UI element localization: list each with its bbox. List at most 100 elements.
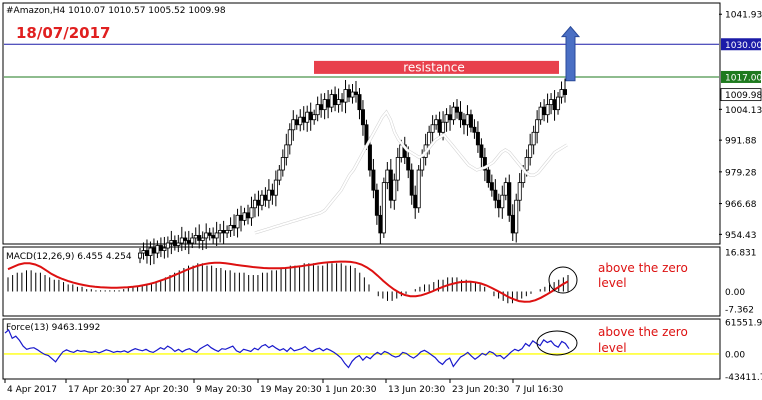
macd-note-line2: level <box>598 276 627 290</box>
candle-body-13 <box>183 237 188 241</box>
candle-body-28 <box>235 214 240 229</box>
candle-body-89 <box>448 114 453 121</box>
candle-body-51 <box>315 104 320 116</box>
candle-body-38 <box>270 189 275 196</box>
candle-body-14 <box>186 240 191 244</box>
candle-body-59 <box>343 89 348 103</box>
candle-body-100 <box>486 169 491 184</box>
candle-body-30 <box>242 212 247 221</box>
candle-body-109 <box>517 182 522 201</box>
candle-body-88 <box>444 114 449 123</box>
candle-body-105 <box>503 182 508 196</box>
candle-body-42 <box>284 144 289 158</box>
force-note-line1: above the zero <box>598 325 688 339</box>
moving-average-line <box>254 110 568 234</box>
candle-body-55 <box>329 94 334 108</box>
candle-body-62 <box>353 91 358 95</box>
candle-body-97 <box>475 131 480 146</box>
candle-body-17 <box>197 235 202 241</box>
candle-body-47 <box>301 116 306 123</box>
candle-body-23 <box>218 230 223 234</box>
candle-body-94 <box>465 114 470 126</box>
candle-body-29 <box>239 214 244 221</box>
candle-body-93 <box>461 119 466 126</box>
candle-body-119 <box>552 99 557 111</box>
candle-body-48 <box>305 111 310 123</box>
candle-body-41 <box>280 157 285 171</box>
candle-body-118 <box>549 99 554 106</box>
candle-body-111 <box>524 157 529 171</box>
candle-body-103 <box>496 199 501 209</box>
candle-body-64 <box>360 109 365 126</box>
candle-body-73 <box>392 179 397 201</box>
current-price-bg <box>720 88 762 102</box>
candle-body-80 <box>416 169 421 209</box>
resistance-box <box>314 60 559 74</box>
candle-body-1 <box>141 250 146 254</box>
candle-body-21 <box>211 235 216 239</box>
candle-body-75 <box>399 144 404 158</box>
candle-body-106 <box>507 182 512 216</box>
candle-body-91 <box>455 106 460 113</box>
candle-body-26 <box>228 224 233 231</box>
macd-note-line1: above the zero <box>598 261 688 275</box>
force-layer <box>4 328 719 369</box>
x-tick-label-3: 9 May 20:30 <box>196 385 252 395</box>
macd-label: MACD(12,26,9) 6.455 4.254 <box>6 252 132 262</box>
candle-body-81 <box>420 157 425 171</box>
candle-body-15 <box>190 237 195 244</box>
axis-layer: 1030.00 1017.00 1041.93 1004.13 991.88 979.28… <box>4 11 762 395</box>
candle-body-58 <box>340 99 345 103</box>
current-price-label: 1009.98 <box>725 91 762 101</box>
candle-body-86 <box>437 119 442 133</box>
candle-body-40 <box>277 169 282 181</box>
macd-highlight-circle <box>548 266 578 294</box>
candle-body-92 <box>458 111 463 121</box>
candle-body-95 <box>468 114 473 128</box>
candle-body-54 <box>326 99 331 108</box>
candle-body-52 <box>319 104 324 111</box>
candle-body-77 <box>406 157 411 171</box>
candle-body-56 <box>333 94 338 106</box>
candle-body-85 <box>434 119 439 126</box>
candle-body-84 <box>430 124 435 133</box>
candle-body-18 <box>200 237 205 241</box>
x-tick-label-2: 27 Apr 20:30 <box>130 385 189 395</box>
candle-body-66 <box>367 144 372 171</box>
macd-tick-label-0: 16.831 <box>725 248 757 258</box>
level-label-1: 1017.00 <box>725 73 762 83</box>
candle-body-121 <box>559 89 564 98</box>
candle-body-2 <box>144 250 149 256</box>
candle-body-74 <box>395 157 400 181</box>
candle-body-87 <box>441 121 446 133</box>
candle-body-8 <box>165 242 170 249</box>
price-tick-label-2: 991.88 <box>725 137 757 147</box>
price-tick-label-1: 1004.13 <box>725 106 762 116</box>
candle-body-9 <box>169 240 174 244</box>
level-label-bg-0 <box>721 38 761 51</box>
candle-body-3 <box>148 247 153 256</box>
candle-body-69 <box>378 214 383 234</box>
candle-body-39 <box>273 179 278 196</box>
macd-layer <box>7 260 578 304</box>
candle-body-60 <box>347 89 352 98</box>
force-tick-label-2: -43411.71 <box>725 373 762 383</box>
x-tick-label-1: 17 Apr 20:30 <box>68 385 127 395</box>
candle-body-43 <box>287 129 292 146</box>
candle-body-4 <box>151 247 156 254</box>
x-tick-label-5: 1 Jun 20:30 <box>325 385 377 395</box>
candle-body-104 <box>500 194 505 209</box>
candle-body-98 <box>479 144 484 158</box>
candle-body-37 <box>266 189 271 201</box>
candle-body-33 <box>252 199 257 209</box>
price-layer: resistance <box>4 25 719 266</box>
force-label: Force(13) 9463.1992 <box>6 323 100 333</box>
x-tick-label-6: 13 Jun 20:30 <box>388 385 445 395</box>
candle-body-6 <box>158 245 163 251</box>
price-tick-label-0: 1041.93 <box>725 11 762 21</box>
candle-body-116 <box>542 106 547 116</box>
candle-body-36 <box>263 194 268 201</box>
force-note-line2: level <box>598 341 627 355</box>
candle-body-113 <box>531 131 536 146</box>
